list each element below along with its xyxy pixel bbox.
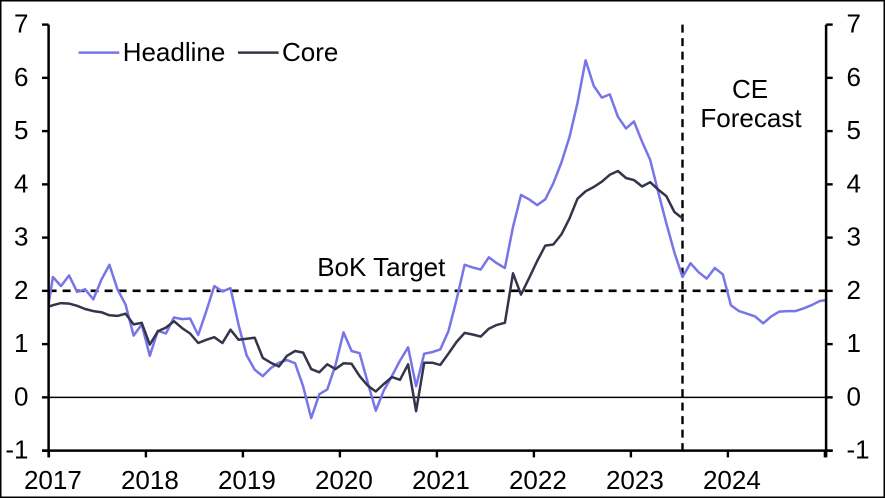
svg-text:4: 4: [847, 168, 861, 198]
svg-text:2023: 2023: [606, 465, 664, 495]
svg-text:CE: CE: [732, 74, 768, 104]
svg-text:6: 6: [847, 62, 861, 92]
svg-text:3: 3: [847, 222, 861, 252]
svg-text:1: 1: [14, 328, 28, 358]
svg-text:-1: -1: [5, 435, 28, 465]
svg-text:Headline: Headline: [123, 37, 226, 67]
svg-text:2019: 2019: [218, 465, 276, 495]
svg-text:1: 1: [847, 328, 861, 358]
svg-text:2024: 2024: [703, 465, 761, 495]
svg-text:2017: 2017: [24, 465, 82, 495]
svg-text:2022: 2022: [509, 465, 567, 495]
svg-text:Core: Core: [282, 37, 338, 67]
svg-text:2018: 2018: [121, 465, 179, 495]
svg-text:0: 0: [14, 381, 28, 411]
svg-text:4: 4: [14, 168, 28, 198]
svg-text:5: 5: [847, 115, 861, 145]
svg-text:7: 7: [14, 9, 28, 39]
svg-text:3: 3: [14, 222, 28, 252]
svg-text:2020: 2020: [315, 465, 373, 495]
svg-text:0: 0: [847, 381, 861, 411]
svg-text:7: 7: [847, 9, 861, 39]
svg-text:5: 5: [14, 115, 28, 145]
svg-text:Forecast: Forecast: [700, 103, 802, 133]
svg-text:2: 2: [14, 275, 28, 305]
svg-text:2021: 2021: [412, 465, 470, 495]
svg-text:-1: -1: [847, 435, 870, 465]
svg-text:2: 2: [847, 275, 861, 305]
svg-text:BoK Target: BoK Target: [317, 252, 446, 282]
svg-text:6: 6: [14, 62, 28, 92]
